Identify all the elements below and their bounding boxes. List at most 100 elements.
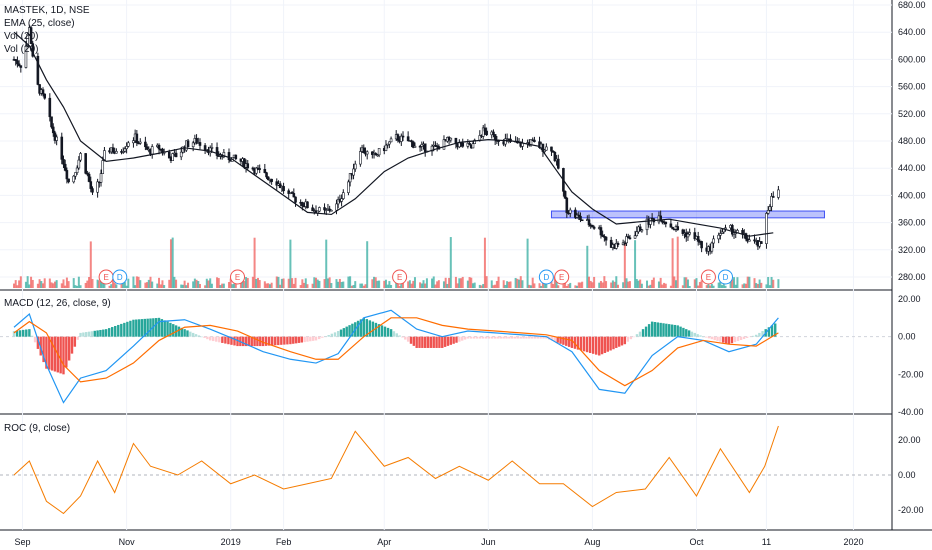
volume-bar	[729, 281, 732, 288]
volume-bar	[169, 239, 172, 288]
macd-histogram-bar	[386, 327, 390, 337]
candle-body	[664, 221, 668, 225]
macd-histogram-bar	[300, 336, 303, 343]
volume-bar	[471, 283, 474, 288]
volume-bar	[337, 281, 340, 288]
candle-body	[16, 60, 19, 65]
volume-bar	[664, 283, 667, 288]
symbol-title[interactable]: MASTEK, 1D, NSE	[4, 5, 90, 16]
macd-histogram-bar	[180, 327, 183, 337]
volume-bar	[263, 281, 266, 288]
candle-body	[384, 144, 388, 151]
volume-bar	[543, 283, 546, 288]
candle-body	[623, 242, 627, 245]
candle-body	[768, 206, 772, 211]
event-marker-label: D	[117, 273, 123, 282]
volume-bar	[13, 283, 15, 288]
macd-histogram-bar	[466, 336, 470, 339]
macd-histogram-bar	[374, 322, 378, 337]
macd-histogram-bar	[452, 336, 455, 344]
macd-histogram-bar	[606, 336, 609, 352]
macd-histogram-bar	[496, 336, 500, 339]
volume-bar	[88, 277, 91, 288]
volume-bar	[30, 276, 33, 288]
macd-histogram-bar	[348, 325, 351, 337]
volume-bar	[586, 245, 589, 288]
macd-histogram-bar	[157, 317, 161, 337]
macd-histogram-bar	[45, 336, 48, 369]
volume-bar	[709, 285, 712, 288]
volume-legend-1[interactable]: Vol (20)	[4, 31, 39, 42]
volume-legend-2[interactable]: Vol (20)	[4, 44, 39, 55]
volume-bar	[127, 278, 130, 288]
support-zone[interactable]	[550, 210, 825, 219]
volume-bar	[468, 277, 471, 288]
volume-bar	[86, 280, 89, 288]
volume-bar	[48, 278, 51, 288]
volume-bar	[770, 276, 773, 288]
volume-bar	[627, 281, 630, 288]
macd-histogram-bar	[294, 336, 298, 344]
candle-body	[125, 146, 128, 150]
macd-histogram-bar	[218, 336, 221, 343]
candle-body	[616, 242, 620, 245]
volume-bar	[180, 284, 183, 288]
event-marker-label: D	[543, 273, 549, 282]
candle-body	[290, 192, 294, 194]
volume-bar	[91, 278, 94, 288]
candle-body	[550, 146, 553, 152]
macd-histogram-bar	[104, 329, 108, 337]
volume-bar	[315, 277, 318, 288]
macd-histogram-bar	[570, 336, 574, 348]
macd-histogram-bar	[719, 336, 722, 342]
macd-histogram-bar	[685, 329, 688, 337]
macd-histogram-bar	[742, 336, 746, 339]
x-tick-label: Sep	[15, 537, 31, 547]
macd-histogram-bar	[30, 335, 34, 337]
volume-bar	[347, 276, 350, 288]
ema-line	[13, 31, 774, 237]
candle-body	[635, 231, 639, 236]
volume-bar	[683, 277, 686, 288]
volume-bar	[657, 281, 660, 288]
candle-body	[347, 181, 350, 193]
macd-histogram-bar	[409, 336, 413, 344]
macd-histogram-bar	[446, 336, 450, 346]
candle-body	[179, 151, 183, 158]
ema-legend[interactable]: EMA (25, close)	[4, 18, 75, 29]
candle-body	[208, 147, 212, 154]
macd-histogram-bar	[398, 335, 401, 337]
volume-bar	[216, 277, 219, 288]
candle-body	[87, 173, 91, 182]
candle-body	[311, 207, 314, 212]
candle-body	[376, 154, 379, 157]
volume-bar	[378, 280, 381, 288]
volume-bar	[120, 282, 123, 288]
macd-histogram-bar	[600, 336, 604, 355]
macd-histogram-bar	[117, 324, 120, 337]
candle-body	[24, 45, 28, 68]
candle-body	[681, 229, 685, 234]
volume-bar	[135, 276, 138, 288]
macd-histogram-bar	[242, 336, 245, 347]
volume-bar	[386, 284, 389, 288]
macd-histogram-bar	[392, 331, 396, 337]
volume-bar	[217, 278, 220, 288]
price-candles	[12, 24, 780, 256]
volume-bar	[101, 282, 104, 288]
macd-histogram-bar	[123, 322, 126, 337]
volume-bar	[480, 285, 483, 288]
candle-body	[29, 27, 33, 44]
volume-bar	[507, 281, 510, 288]
candle-body	[545, 146, 548, 151]
macd-histogram-bar	[172, 324, 175, 337]
candle-body	[26, 33, 29, 47]
volume-bar	[301, 279, 304, 288]
volume-bar	[253, 237, 256, 288]
candle-body	[135, 133, 139, 144]
candle-body	[330, 209, 333, 212]
volume-bar	[681, 285, 684, 288]
volume-bar	[693, 279, 696, 288]
